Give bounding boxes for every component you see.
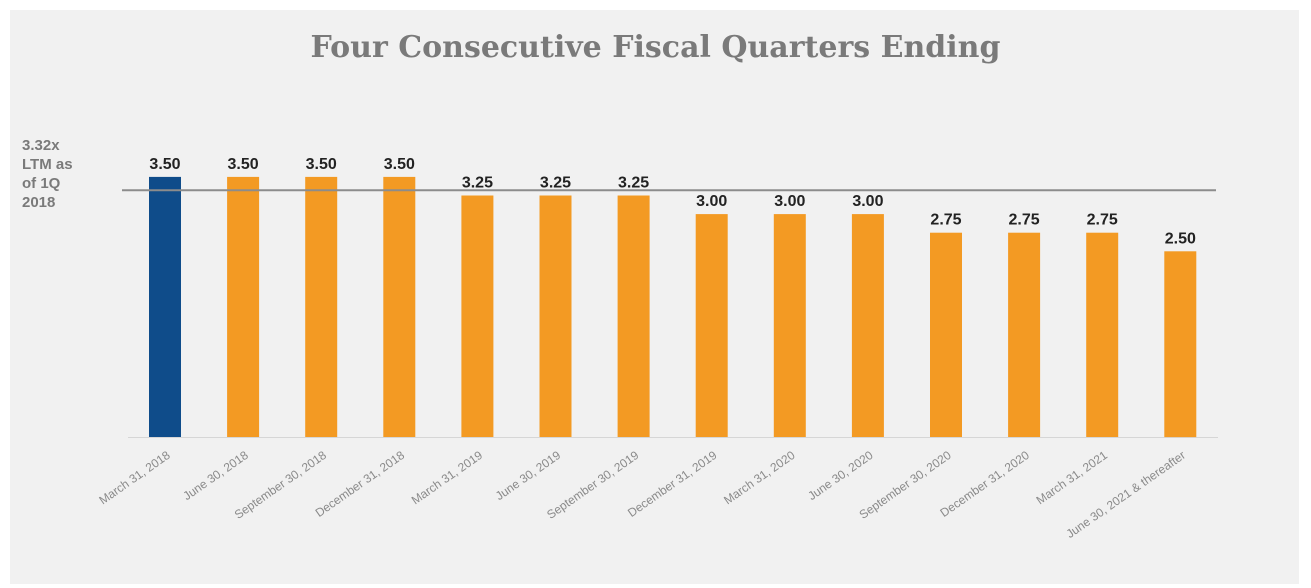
- category-label-9: March 31, 2020: [721, 448, 798, 507]
- reference-label-line-3: of 1Q: [22, 175, 61, 192]
- category-label-10: June 30, 2020: [805, 448, 876, 503]
- chart-title: Four Consecutive Fiscal Quarters Ending: [310, 30, 1001, 65]
- bar-6: [539, 195, 572, 437]
- value-label-5: 3.25: [462, 175, 493, 192]
- bar-11: [930, 232, 962, 437]
- bar-12: [1008, 232, 1041, 437]
- chart-panel: [10, 10, 1299, 584]
- value-label-4: 3.50: [384, 156, 415, 173]
- reference-line-label: 3.32x LTM as of 1Q 2018: [22, 136, 73, 212]
- value-label-12: 2.75: [1009, 212, 1040, 229]
- value-label-7: 3.25: [618, 175, 649, 192]
- value-label-8: 3.00: [696, 193, 727, 210]
- value-label-3: 3.50: [306, 156, 337, 173]
- value-label-13: 2.75: [1087, 212, 1118, 229]
- category-label-1: March 31, 2018: [96, 448, 173, 507]
- reference-label-line-4: 2018: [22, 194, 56, 211]
- bar-4: [383, 176, 416, 437]
- value-label-10: 3.00: [852, 193, 883, 210]
- value-label-11: 2.75: [930, 212, 961, 229]
- value-label-14: 2.50: [1165, 230, 1196, 247]
- bar-13: [1086, 232, 1119, 437]
- value-label-9: 3.00: [774, 193, 805, 210]
- bar-8: [695, 214, 728, 437]
- bar-5: [461, 195, 494, 437]
- reference-label-line-1: 3.32x: [22, 137, 60, 154]
- category-label-6: June 30, 2019: [493, 448, 564, 503]
- value-label-6: 3.25: [540, 175, 571, 192]
- value-label-1: 3.50: [149, 156, 180, 173]
- value-label-2: 3.50: [228, 156, 259, 173]
- bar-9: [773, 214, 806, 437]
- bar-7: [617, 195, 650, 437]
- bar-3: [305, 176, 338, 437]
- category-label-2: June 30, 2018: [180, 448, 251, 503]
- bar-14: [1164, 251, 1197, 438]
- value-labels-layer: 3.50 3.50 3.50 3.50 3.25 3.25 3.25 3.00 3.00 3.00…: [149, 156, 1196, 247]
- bar-10: [851, 214, 884, 437]
- category-label-5: March 31, 2019: [409, 448, 486, 507]
- category-label-13: March 31, 2021: [1034, 448, 1111, 507]
- bar-1: [149, 176, 181, 437]
- bars-layer: [149, 176, 1197, 438]
- reference-label-line-2: LTM as: [22, 156, 73, 173]
- bar-2: [227, 176, 260, 437]
